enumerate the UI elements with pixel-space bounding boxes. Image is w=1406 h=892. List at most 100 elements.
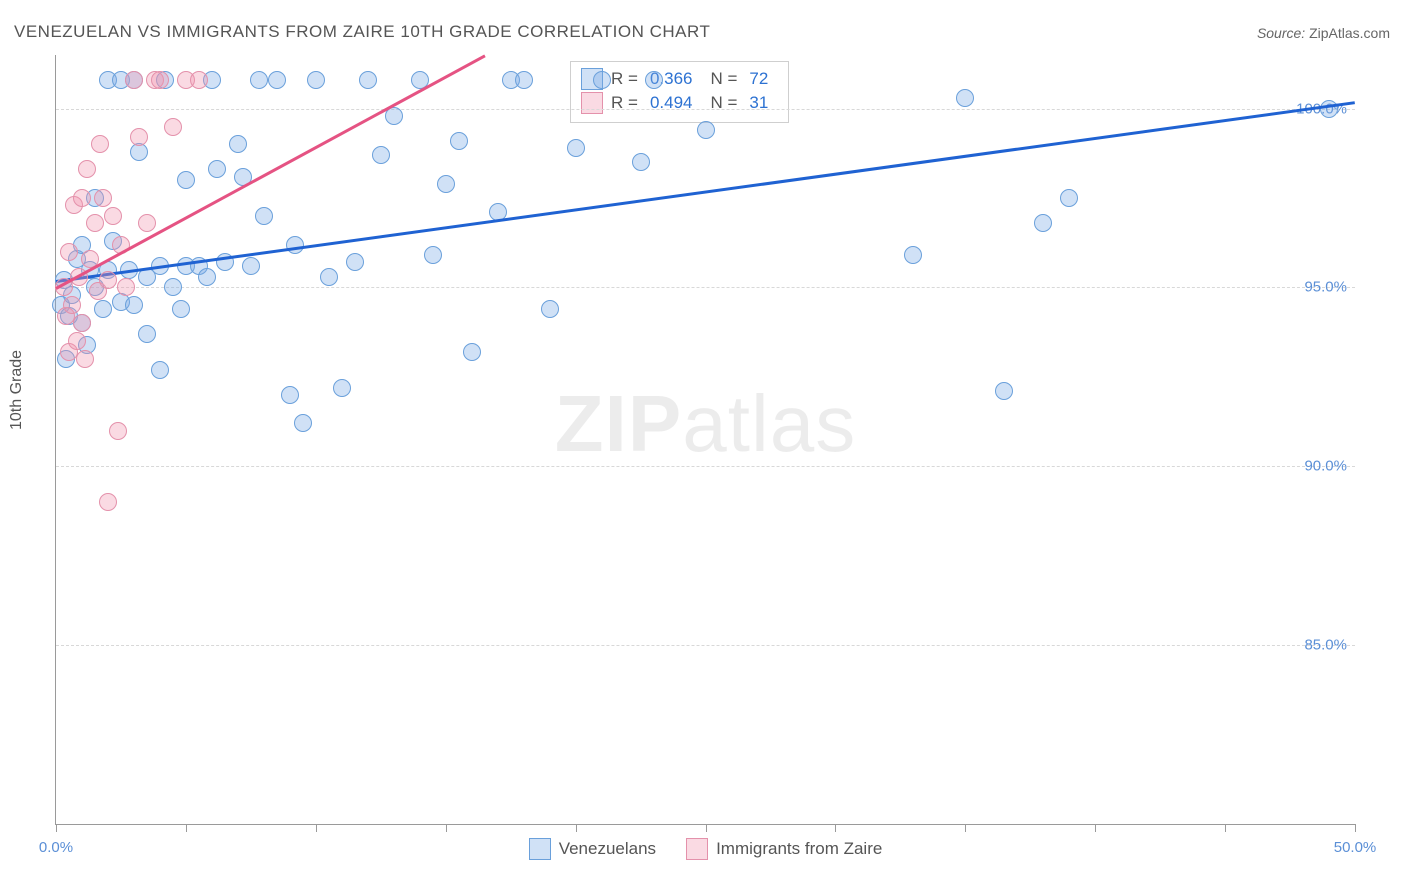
gridline xyxy=(56,466,1355,467)
watermark-brand-a: ZIP xyxy=(555,379,682,468)
r-label-2: R = xyxy=(611,93,638,113)
data-point xyxy=(172,300,190,318)
data-point xyxy=(1320,100,1338,118)
n-value-2: 31 xyxy=(749,93,768,113)
data-point xyxy=(130,128,148,146)
data-point xyxy=(307,71,325,89)
trend-line xyxy=(55,55,485,290)
source-attribution: Source: ZipAtlas.com xyxy=(1257,25,1390,41)
data-point xyxy=(164,278,182,296)
x-tick xyxy=(316,824,317,832)
data-point xyxy=(593,71,611,89)
x-tick xyxy=(965,824,966,832)
data-point xyxy=(86,214,104,232)
data-point xyxy=(198,268,216,286)
data-point xyxy=(125,296,143,314)
data-point xyxy=(151,361,169,379)
data-point xyxy=(76,350,94,368)
data-point xyxy=(450,132,468,150)
r-label-1: R = xyxy=(611,69,638,89)
r-value-2: 0.494 xyxy=(650,93,693,113)
data-point xyxy=(242,257,260,275)
data-point xyxy=(73,314,91,332)
data-point xyxy=(904,246,922,264)
data-point xyxy=(177,171,195,189)
y-tick-label: 90.0% xyxy=(1304,458,1347,475)
data-point xyxy=(541,300,559,318)
data-point xyxy=(151,71,169,89)
data-point xyxy=(190,71,208,89)
data-point xyxy=(109,422,127,440)
data-point xyxy=(645,71,663,89)
legend-item-1: Venezuelans xyxy=(529,838,656,860)
data-point xyxy=(424,246,442,264)
x-tick-label: 0.0% xyxy=(39,839,73,856)
data-point xyxy=(346,253,364,271)
legend-label-2: Immigrants from Zaire xyxy=(716,839,882,859)
watermark: ZIPatlas xyxy=(555,378,856,470)
x-tick xyxy=(576,824,577,832)
gridline xyxy=(56,287,1355,288)
data-point xyxy=(63,296,81,314)
n-label-2: N = xyxy=(710,93,737,113)
data-point xyxy=(73,189,91,207)
data-point xyxy=(125,71,143,89)
data-point xyxy=(463,343,481,361)
data-point xyxy=(91,135,109,153)
data-point xyxy=(60,243,78,261)
data-point xyxy=(956,89,974,107)
swatch-series-2 xyxy=(581,92,603,114)
data-point xyxy=(208,160,226,178)
n-label-1: N = xyxy=(710,69,737,89)
legend-item-2: Immigrants from Zaire xyxy=(686,838,882,860)
gridline xyxy=(56,109,1355,110)
data-point xyxy=(117,278,135,296)
x-tick xyxy=(1095,824,1096,832)
data-point xyxy=(567,139,585,157)
data-point xyxy=(68,332,86,350)
n-value-1: 72 xyxy=(749,69,768,89)
data-point xyxy=(268,71,286,89)
data-point xyxy=(995,382,1013,400)
data-point xyxy=(104,207,122,225)
x-tick-label: 50.0% xyxy=(1334,839,1377,856)
scatter-plot-area: ZIPatlas R = 0.366 N = 72 R = 0.494 N = … xyxy=(55,55,1355,825)
data-point xyxy=(437,175,455,193)
gridline xyxy=(56,645,1355,646)
source-label: Source: xyxy=(1257,25,1305,41)
data-point xyxy=(1034,214,1052,232)
data-point xyxy=(1060,189,1078,207)
data-point xyxy=(333,379,351,397)
data-point xyxy=(229,135,247,153)
x-tick xyxy=(706,824,707,832)
x-tick xyxy=(1355,824,1356,832)
data-point xyxy=(255,207,273,225)
x-tick xyxy=(835,824,836,832)
data-point xyxy=(94,300,112,318)
data-point xyxy=(99,493,117,511)
data-point xyxy=(164,118,182,136)
data-point xyxy=(281,386,299,404)
x-tick xyxy=(56,824,57,832)
data-point xyxy=(138,214,156,232)
source-value: ZipAtlas.com xyxy=(1309,25,1390,41)
y-axis-label: 10th Grade xyxy=(8,350,26,430)
data-point xyxy=(250,71,268,89)
chart-title: VENEZUELAN VS IMMIGRANTS FROM ZAIRE 10TH… xyxy=(14,22,710,42)
watermark-brand-b: atlas xyxy=(682,379,856,468)
legend-swatch-1 xyxy=(529,838,551,860)
data-point xyxy=(99,271,117,289)
data-point xyxy=(320,268,338,286)
data-point xyxy=(78,160,96,178)
data-point xyxy=(697,121,715,139)
data-point xyxy=(515,71,533,89)
legend-label-1: Venezuelans xyxy=(559,839,656,859)
data-point xyxy=(372,146,390,164)
x-tick xyxy=(446,824,447,832)
x-tick xyxy=(1225,824,1226,832)
stat-row-series-2: R = 0.494 N = 31 xyxy=(581,92,778,114)
stat-row-series-1: R = 0.366 N = 72 xyxy=(581,68,778,90)
legend-swatch-2 xyxy=(686,838,708,860)
data-point xyxy=(359,71,377,89)
x-tick xyxy=(186,824,187,832)
